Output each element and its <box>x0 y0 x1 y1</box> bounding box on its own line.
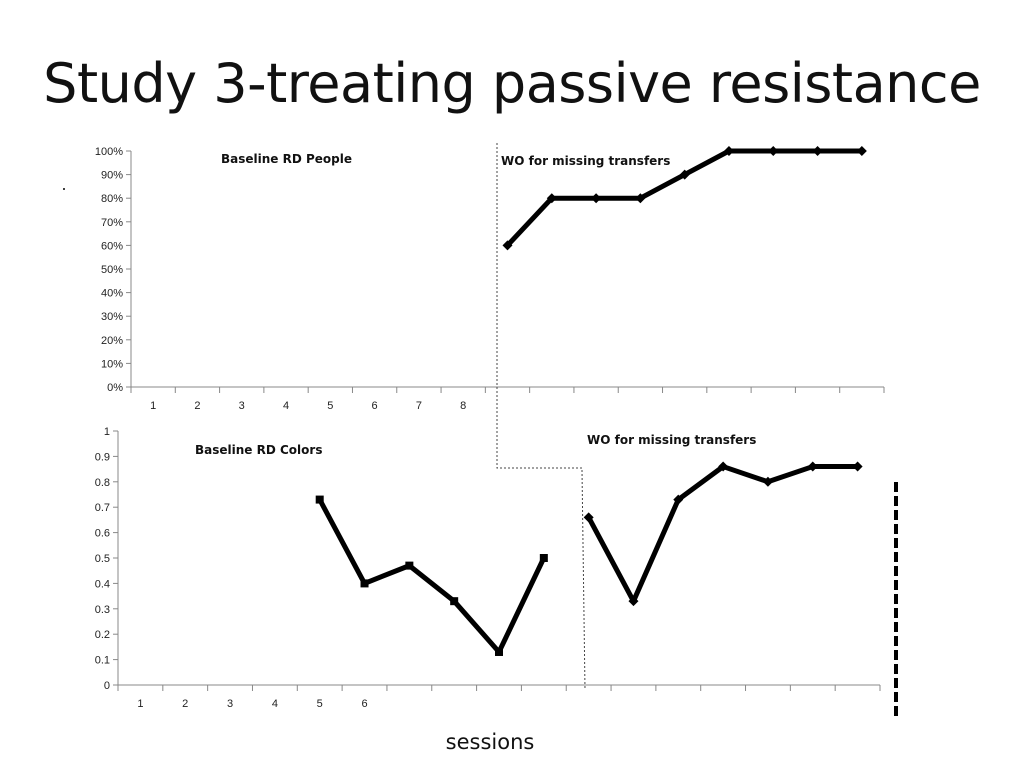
y-tick-label: 0.2 <box>95 629 110 641</box>
data-point <box>856 146 867 156</box>
y-tick-label: 0% <box>107 382 123 394</box>
slide-title: Study 3-treating passive resistance <box>43 52 981 115</box>
x-tick-label: 3 <box>227 698 233 710</box>
x-tick-label: 4 <box>272 698 278 710</box>
y-tick-label: 0.8 <box>95 477 110 489</box>
data-point <box>723 146 734 156</box>
data-point <box>405 561 414 570</box>
data-point <box>768 146 779 156</box>
baseline-label: Baseline RD Colors <box>195 443 322 457</box>
data-point <box>360 579 369 588</box>
data-point <box>807 461 818 472</box>
y-tick-label: 0.3 <box>95 604 110 616</box>
y-tick-label: 30% <box>101 311 123 323</box>
phase-change-line <box>496 143 586 691</box>
x-tick-label: 3 <box>239 400 245 412</box>
data-point <box>762 476 773 487</box>
data-point <box>812 146 823 156</box>
treatment-label: WO for missing transfers <box>587 433 756 447</box>
y-tick-label: 80% <box>101 193 123 205</box>
x-axis-title: sessions <box>445 730 535 754</box>
data-point <box>628 596 639 607</box>
x-tick-label: 1 <box>137 698 143 710</box>
y-tick-label: 1 <box>104 426 110 438</box>
data-point <box>635 193 646 204</box>
series-line <box>586 464 858 604</box>
y-tick-label: 0.7 <box>95 502 110 514</box>
x-tick-label: 8 <box>460 400 466 412</box>
data-point <box>502 240 513 251</box>
x-tick-label: 5 <box>327 400 333 412</box>
x-tick-label: 7 <box>416 400 422 412</box>
treatment-label: WO for missing transfers <box>501 154 670 168</box>
y-tick-label: 70% <box>101 217 123 229</box>
y-tick-label: 90% <box>101 170 123 182</box>
data-point <box>718 461 729 472</box>
y-tick-label: 10% <box>101 358 123 370</box>
series-line <box>317 498 547 655</box>
x-tick-label: 5 <box>317 698 323 710</box>
data-point <box>315 495 324 504</box>
data-point <box>583 512 594 523</box>
y-tick-label: 0.9 <box>95 451 110 463</box>
data-point <box>591 193 602 204</box>
y-tick-label: 0.6 <box>95 528 110 540</box>
data-point <box>546 193 557 204</box>
data-point <box>539 554 548 562</box>
data-point <box>673 494 684 505</box>
data-point <box>495 647 503 656</box>
x-tick-label: 1 <box>150 400 156 412</box>
y-tick-label: 0 <box>104 680 110 692</box>
y-tick-label: 60% <box>101 240 123 252</box>
x-tick-label: 6 <box>361 698 367 710</box>
x-tick-label: 6 <box>372 400 378 412</box>
y-tick-label: 50% <box>101 264 123 276</box>
x-tick-label: 4 <box>283 400 289 412</box>
y-tick-label: 0.4 <box>95 578 110 590</box>
x-tick-label: 2 <box>194 400 200 412</box>
y-tick-label: 0.1 <box>95 655 110 667</box>
data-point <box>450 597 459 606</box>
data-point <box>679 169 690 180</box>
y-tick-label: 100% <box>95 146 123 158</box>
baseline-label: Baseline RD People <box>221 152 352 166</box>
bullet-dot: · <box>61 178 67 198</box>
y-tick-label: 40% <box>101 288 123 300</box>
y-tick-label: 20% <box>101 335 123 347</box>
x-tick-label: 2 <box>182 698 188 710</box>
data-point <box>852 461 863 472</box>
y-tick-label: 0.5 <box>95 553 110 565</box>
